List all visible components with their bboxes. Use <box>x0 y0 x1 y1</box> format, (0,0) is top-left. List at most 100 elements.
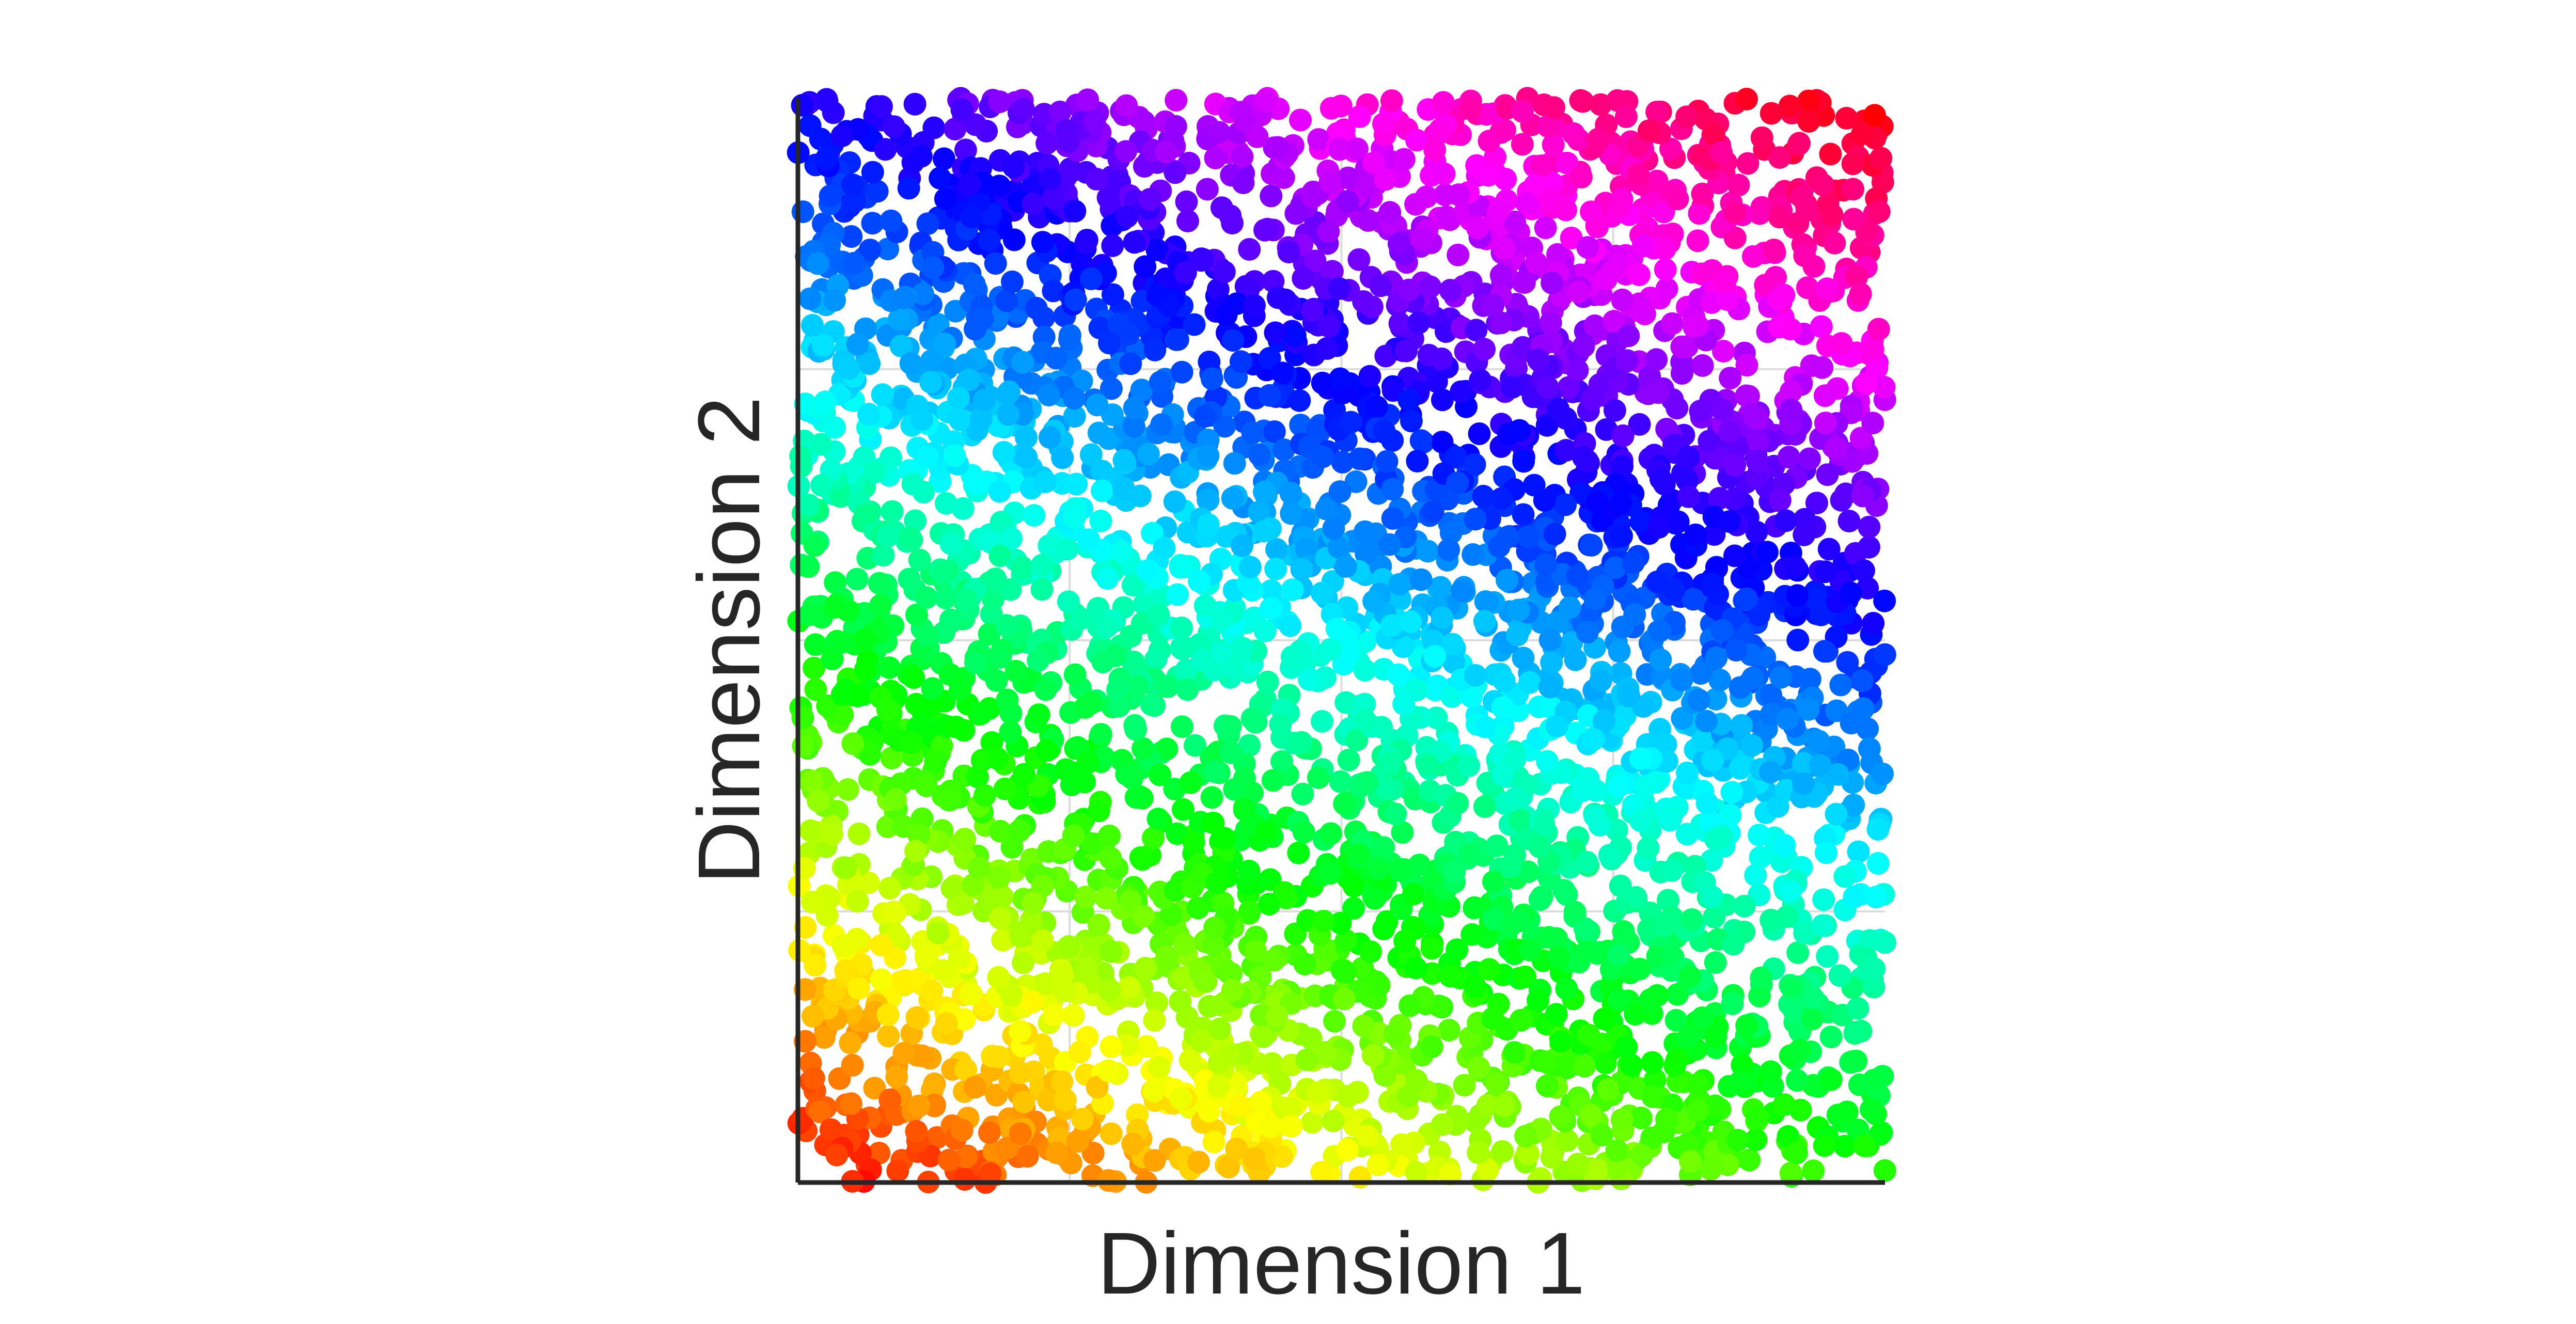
scatter-point <box>898 568 921 591</box>
scatter-point <box>1629 510 1653 533</box>
scatter-point <box>1035 132 1059 155</box>
scatter-point <box>1811 914 1834 937</box>
scatter-point <box>1467 1056 1490 1079</box>
scatter-point <box>1205 871 1229 894</box>
scatter-point <box>935 1012 958 1035</box>
scatter-point <box>1545 715 1568 738</box>
scatter-point <box>858 352 881 375</box>
scatter-point <box>1320 97 1343 120</box>
scatter-point <box>1101 234 1124 257</box>
scatter-point <box>1649 648 1672 671</box>
scatter-point <box>843 190 866 213</box>
scatter-point <box>1575 940 1598 964</box>
scatter-point <box>934 587 957 609</box>
scatter-point <box>1810 315 1833 338</box>
scatter-point <box>987 966 1010 989</box>
scatter-point <box>1356 174 1379 197</box>
scatter-point <box>1173 933 1196 956</box>
scatter-point <box>1025 296 1048 320</box>
scatter-point <box>1317 314 1340 338</box>
scatter-point <box>1264 557 1287 580</box>
scatter-point <box>1723 201 1746 224</box>
scatter-point <box>1554 439 1578 462</box>
scatter-point <box>1718 510 1741 533</box>
scatter-point <box>1358 365 1381 388</box>
scatter-point <box>1807 730 1830 753</box>
scatter-point <box>1215 303 1238 326</box>
scatter-point <box>1629 809 1652 832</box>
scatter-point <box>957 368 981 391</box>
scatter-point <box>1001 270 1024 293</box>
scatter-point <box>1384 1022 1407 1046</box>
scatter-point <box>857 403 881 426</box>
scatter-point <box>1735 354 1758 377</box>
scatter-point <box>1675 823 1699 846</box>
scatter-point <box>1374 776 1397 799</box>
scatter-point <box>1829 673 1852 697</box>
scatter-point <box>1035 739 1058 762</box>
scatter-point <box>854 503 877 526</box>
scatter-point <box>1352 290 1375 313</box>
scatter-point <box>1572 446 1595 469</box>
scatter-point <box>1593 710 1616 732</box>
scatter-point <box>1163 490 1186 513</box>
scatter-point <box>801 891 824 913</box>
scatter-point <box>1337 166 1360 190</box>
scatter-point <box>1716 288 1738 311</box>
scatter-point <box>1397 278 1421 302</box>
scatter-point <box>1042 1003 1065 1027</box>
scatter-point <box>1595 267 1618 291</box>
scatter-point <box>1270 750 1294 773</box>
scatter-point <box>1511 133 1534 156</box>
scatter-point <box>1779 318 1802 341</box>
scatter-point <box>1788 1038 1812 1062</box>
scatter-point <box>905 1120 928 1143</box>
scatter-point <box>878 1089 902 1111</box>
scatter-point <box>1241 421 1264 445</box>
scatter-point <box>1117 322 1140 345</box>
scatter-point <box>1290 558 1313 581</box>
scatter-point <box>1543 523 1566 546</box>
scatter-point <box>1580 533 1603 557</box>
scatter-point <box>984 568 1007 591</box>
scatter-point <box>1388 573 1411 596</box>
scatter-point <box>1564 648 1587 671</box>
scatter-point <box>1223 452 1246 475</box>
scatter-point <box>1431 1113 1454 1136</box>
scatter-point <box>1107 695 1130 718</box>
scatter-point <box>1721 992 1744 1015</box>
scatter-point <box>1691 182 1714 206</box>
scatter-point <box>1860 1098 1882 1121</box>
scatter-point <box>801 770 824 793</box>
scatter-point <box>1253 89 1277 113</box>
scatter-point <box>1748 202 1771 225</box>
scatter-point <box>1716 1153 1739 1176</box>
scatter-point <box>1557 376 1580 399</box>
scatter-point <box>1768 488 1792 512</box>
scatter-point <box>1800 1007 1824 1031</box>
scatter-point <box>1015 446 1038 469</box>
scatter-point <box>1873 643 1896 666</box>
scatter-point <box>1850 669 1874 692</box>
scatter-point <box>1099 940 1123 963</box>
scatter-point <box>1281 578 1304 602</box>
scatter-point <box>1365 396 1388 418</box>
scatter-point <box>1169 1087 1192 1110</box>
scatter-point <box>1260 579 1283 602</box>
scatter-point <box>1327 536 1350 559</box>
scatter-point <box>1364 970 1388 994</box>
scatter-point <box>951 892 975 915</box>
scatter-point <box>1686 1099 1709 1122</box>
scatter-point <box>861 161 884 184</box>
scatter-point <box>1549 1030 1573 1053</box>
scatter-point <box>1586 491 1609 514</box>
scatter-point <box>1719 803 1742 827</box>
scatter-point <box>1075 956 1098 980</box>
scatter-point <box>876 525 899 548</box>
scatter-point <box>1439 521 1463 544</box>
scatter-point <box>1225 1137 1248 1160</box>
scatter-point <box>854 658 877 681</box>
scatter-point <box>1220 962 1243 985</box>
scatter-point <box>1443 860 1466 884</box>
scatter-point <box>1143 1008 1166 1032</box>
